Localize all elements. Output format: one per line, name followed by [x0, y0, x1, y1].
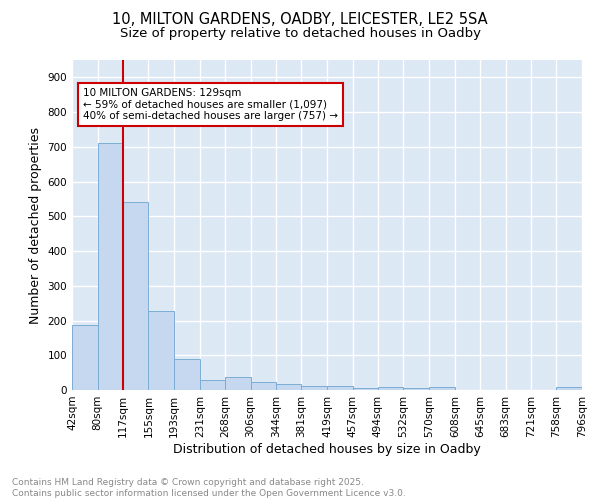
- Bar: [148, 312, 174, 390]
- Bar: [403, 388, 429, 390]
- Bar: [72, 324, 98, 390]
- Y-axis label: Number of detached properties: Number of detached properties: [29, 126, 42, 324]
- Text: 10 MILTON GARDENS: 129sqm
← 59% of detached houses are smaller (1,097)
40% of se: 10 MILTON GARDENS: 129sqm ← 59% of detac…: [83, 88, 338, 121]
- Bar: [200, 380, 225, 390]
- Bar: [123, 202, 148, 390]
- Bar: [174, 359, 200, 390]
- Bar: [429, 387, 455, 390]
- Bar: [301, 386, 327, 390]
- Bar: [353, 388, 378, 390]
- Text: Contains HM Land Registry data © Crown copyright and database right 2025.
Contai: Contains HM Land Registry data © Crown c…: [12, 478, 406, 498]
- Bar: [276, 384, 301, 390]
- X-axis label: Distribution of detached houses by size in Oadby: Distribution of detached houses by size …: [173, 442, 481, 456]
- Bar: [98, 143, 123, 390]
- Bar: [378, 387, 403, 390]
- Bar: [556, 386, 582, 390]
- Bar: [327, 386, 353, 390]
- Text: 10, MILTON GARDENS, OADBY, LEICESTER, LE2 5SA: 10, MILTON GARDENS, OADBY, LEICESTER, LE…: [112, 12, 488, 28]
- Text: Size of property relative to detached houses in Oadby: Size of property relative to detached ho…: [119, 28, 481, 40]
- Bar: [251, 382, 276, 390]
- Bar: [225, 377, 251, 390]
